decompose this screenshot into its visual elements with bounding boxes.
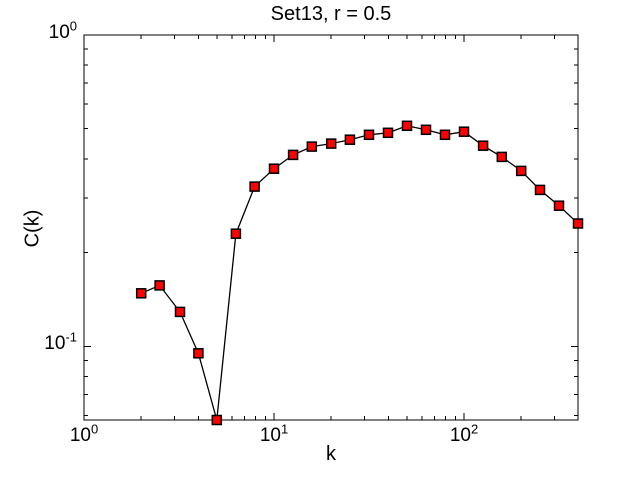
- plot-box: [83, 34, 579, 421]
- data-point-marker: [193, 348, 204, 359]
- data-point-marker: [553, 200, 565, 211]
- data-point-marker: [306, 141, 318, 152]
- data-point-marker: [325, 138, 337, 149]
- data-point-marker: [363, 129, 375, 141]
- data-point-marker: [344, 134, 356, 145]
- data-point-marker: [534, 184, 546, 196]
- data-point-marker: [515, 165, 527, 177]
- data-point-marker: [135, 288, 147, 299]
- plot-title: Set13, r = 0.5: [270, 3, 392, 25]
- data-point-marker: [572, 218, 584, 229]
- y-tick-label: 100: [48, 18, 77, 43]
- data-markers: [135, 120, 584, 426]
- data-point-marker: [420, 124, 432, 136]
- data-point-marker: [211, 414, 223, 426]
- data-point-marker: [287, 149, 299, 161]
- y-axis-label: C(k): [21, 209, 44, 248]
- data-point-marker: [382, 127, 394, 139]
- x-tick-label: 102: [449, 421, 479, 446]
- data-point-marker: [477, 140, 489, 151]
- data-point-marker: [268, 163, 280, 174]
- data-point-marker: [249, 181, 260, 192]
- data-point-marker: [496, 151, 508, 163]
- y-tick-label: 10-1: [44, 330, 77, 355]
- data-point-marker: [401, 120, 413, 132]
- data-point-marker: [439, 129, 451, 141]
- x-tick-label: 100: [69, 421, 99, 446]
- x-tick-label: 101: [259, 421, 289, 446]
- data-line: [140, 125, 579, 421]
- data-point-marker: [174, 306, 186, 318]
- x-axis-label: k: [326, 443, 336, 465]
- data-point-marker: [458, 126, 470, 137]
- axis-ticks: [83, 34, 578, 420]
- data-point-marker: [230, 228, 242, 239]
- data-point-marker: [154, 280, 165, 291]
